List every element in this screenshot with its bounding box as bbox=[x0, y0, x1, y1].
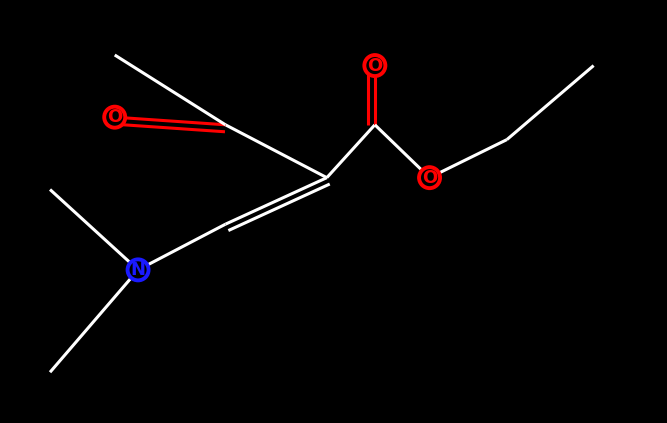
Text: O: O bbox=[368, 57, 382, 74]
Text: O: O bbox=[107, 108, 122, 126]
Text: O: O bbox=[422, 169, 437, 187]
Circle shape bbox=[104, 107, 125, 128]
Text: N: N bbox=[131, 261, 145, 279]
Circle shape bbox=[127, 259, 149, 280]
Circle shape bbox=[419, 167, 440, 188]
Circle shape bbox=[364, 55, 386, 76]
